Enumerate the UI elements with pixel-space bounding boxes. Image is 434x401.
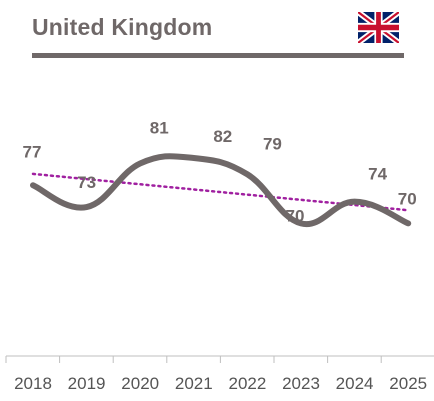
data-labels: 77 73 81 82 79 70 74 70: [23, 118, 417, 225]
x-tick-label-2021: 2021: [175, 374, 213, 393]
data-label-2020: 81: [150, 118, 169, 137]
data-label-2024: 74: [368, 165, 387, 184]
x-tick-label-2022: 2022: [228, 374, 266, 393]
data-label-2023: 70: [286, 206, 305, 225]
uk-flag-icon: [358, 12, 399, 43]
x-tick-label-2019: 2019: [68, 374, 106, 393]
chart-title: United Kingdom: [32, 14, 213, 40]
x-tick-label-2018: 2018: [14, 374, 52, 393]
series-line: [30, 153, 412, 228]
x-axis: [5, 355, 434, 363]
title-underline: [32, 53, 404, 58]
x-tick-labels: 2018 2019 2020 2021 2022 2023 2024 2025: [14, 374, 427, 393]
data-label-2025: 70: [398, 189, 417, 208]
data-label-2022: 79: [263, 134, 282, 153]
data-label-2019: 73: [77, 173, 96, 192]
x-tick-label-2020: 2020: [121, 374, 159, 393]
series-layer: [30, 153, 412, 228]
data-label-2021: 82: [213, 127, 232, 146]
x-tick-label-2024: 2024: [336, 374, 374, 393]
x-tick-label-2025: 2025: [389, 374, 427, 393]
data-label-2018: 77: [23, 142, 42, 161]
x-tick-label-2023: 2023: [282, 374, 320, 393]
